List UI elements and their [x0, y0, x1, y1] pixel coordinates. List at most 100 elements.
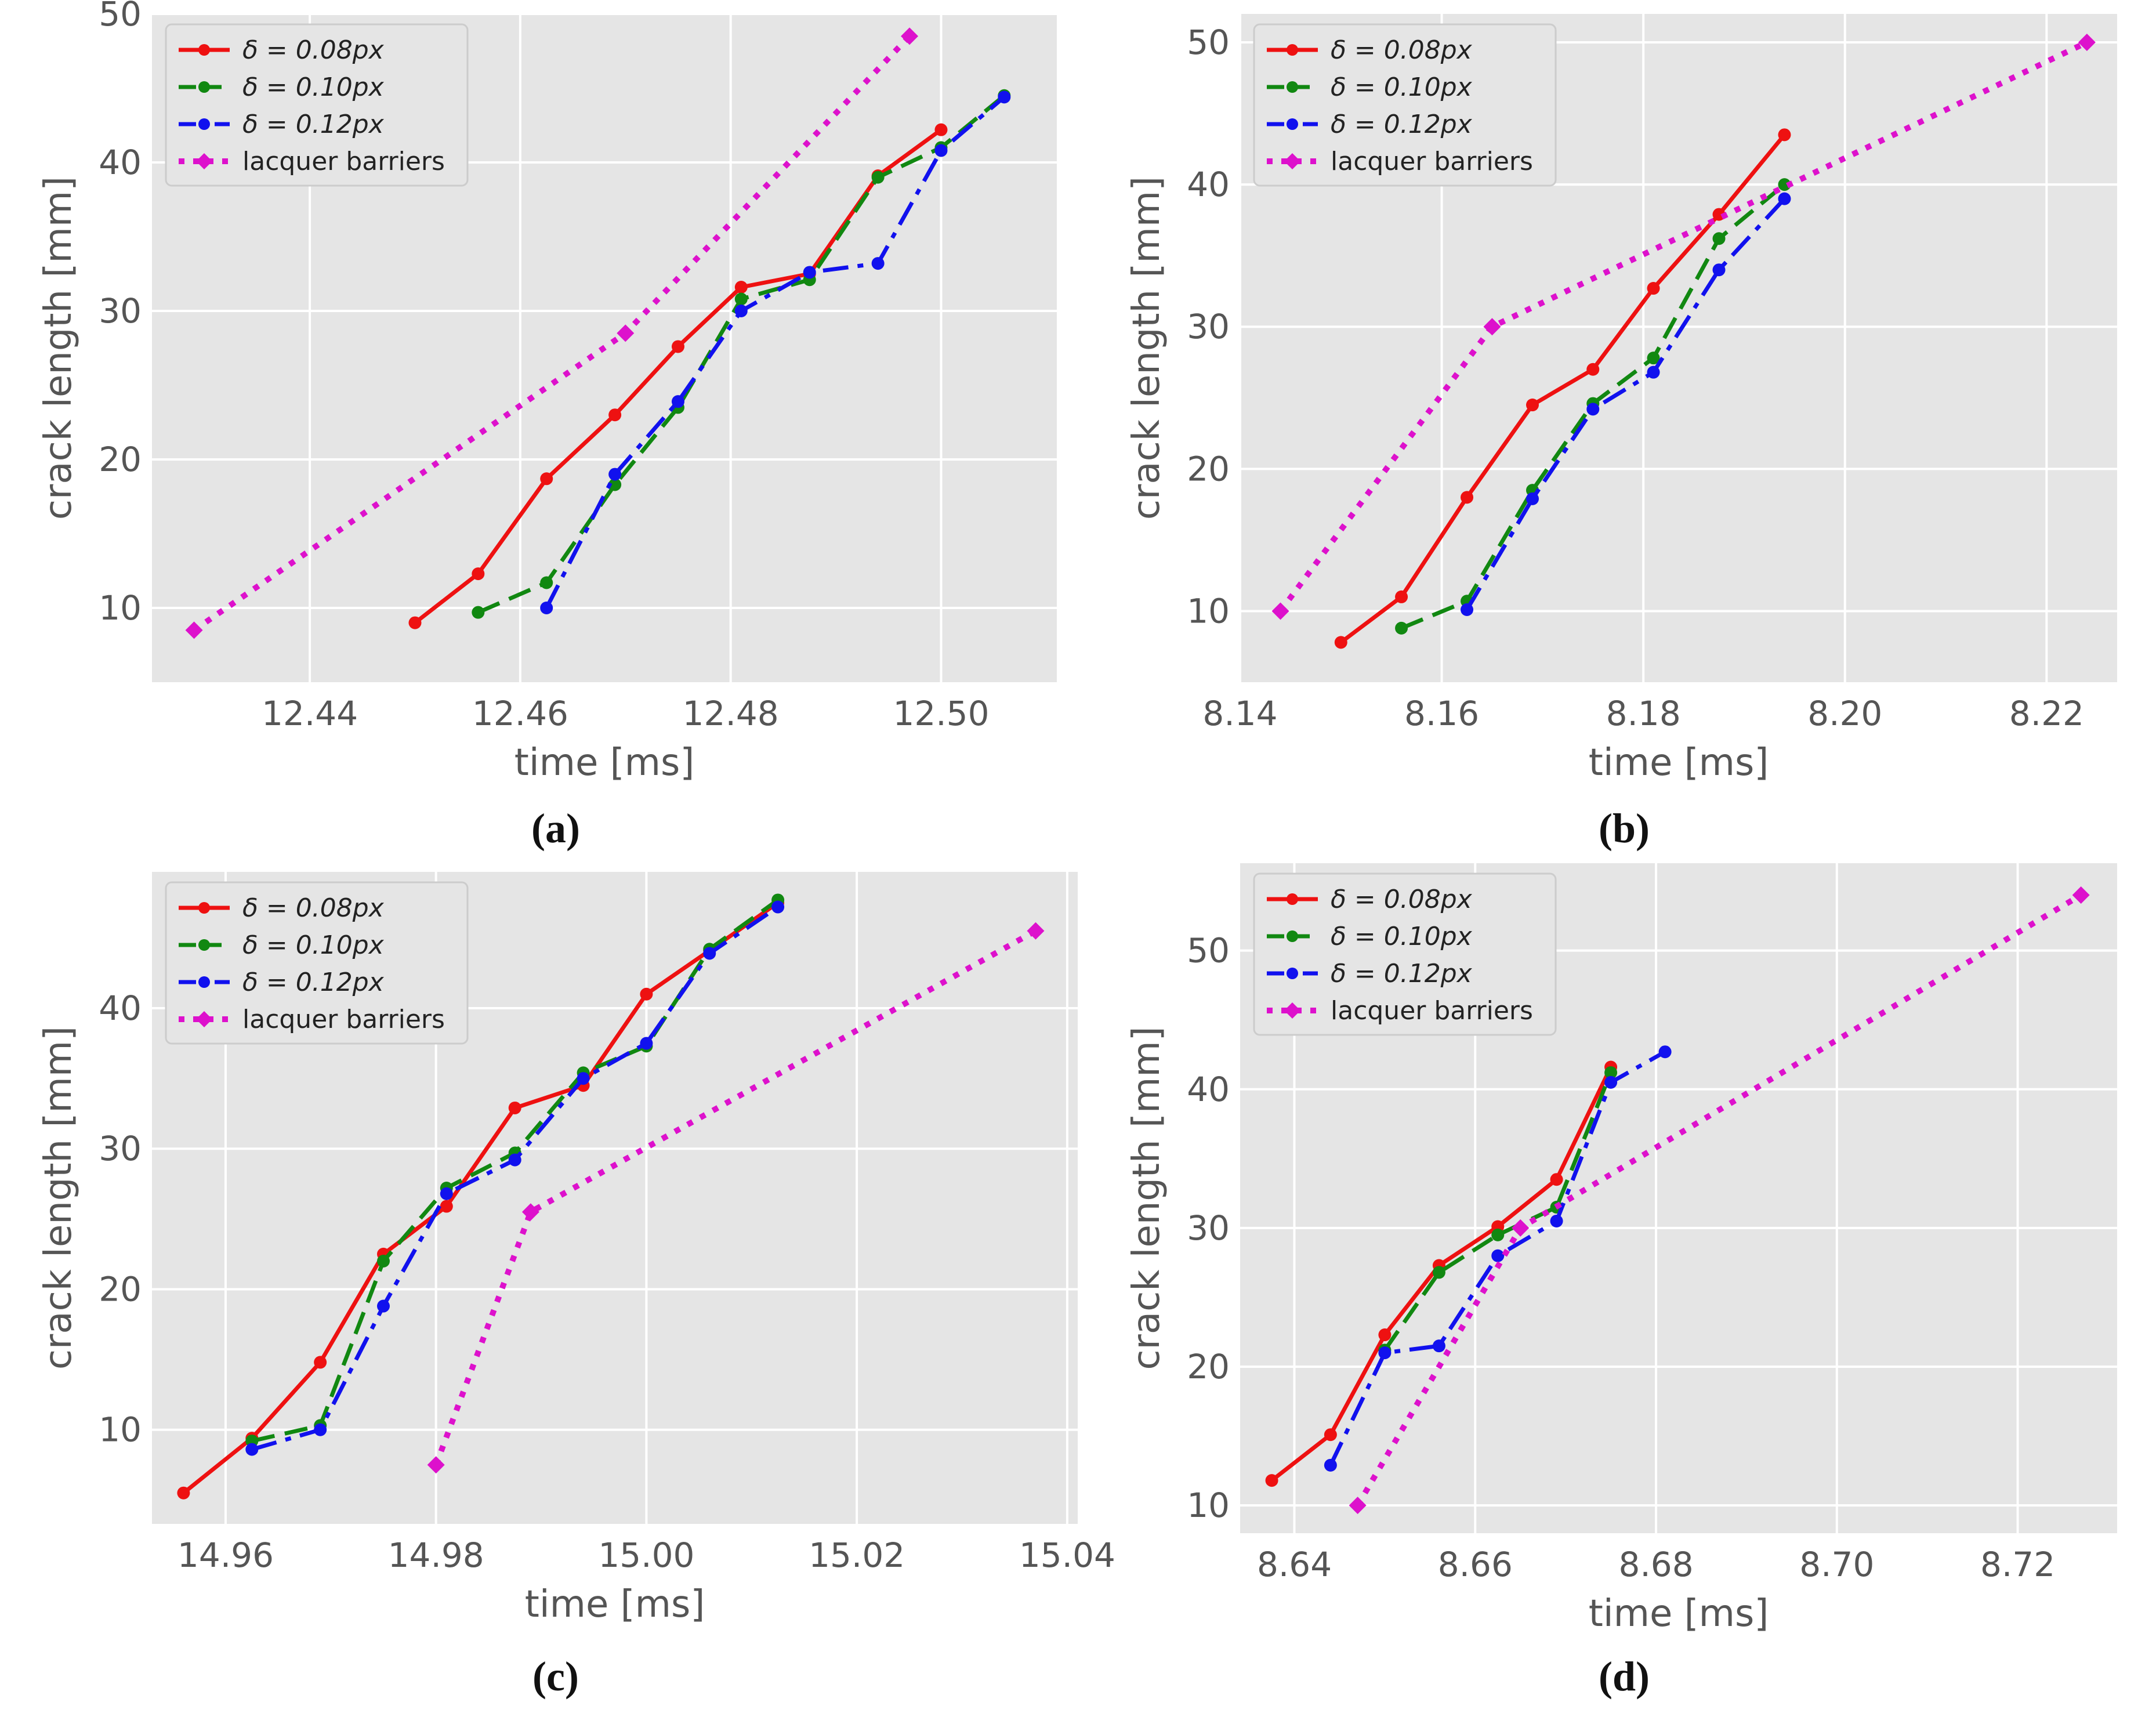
- data-point: [671, 395, 684, 408]
- panel-caption: (d): [1599, 1653, 1650, 1700]
- y-tick-label: 30: [99, 291, 142, 331]
- data-point: [1647, 365, 1660, 379]
- y-tick-label: 20: [1187, 449, 1230, 488]
- data-point: [1432, 1339, 1445, 1353]
- chart-panel-a: 12.44 12.46 12.48 12.50 10 20 30 40 50 time [ms] c…: [37, 0, 1057, 852]
- data-point: [427, 1456, 445, 1474]
- x-tick-label: 8.68: [1618, 1545, 1693, 1584]
- legend-label: δ = 0.10px: [1331, 922, 1473, 951]
- y-tick-label: 50: [1187, 931, 1230, 970]
- panel-caption: (a): [531, 805, 580, 852]
- data-point: [1027, 922, 1045, 940]
- y-tick-label: 20: [99, 440, 142, 479]
- data-point: [640, 987, 653, 1001]
- legend-swatch-marker: [198, 939, 210, 951]
- data-point: [1324, 1458, 1337, 1472]
- data-point: [177, 1486, 190, 1500]
- data-point: [1432, 1266, 1445, 1279]
- data-point: [1324, 1428, 1337, 1442]
- x-tick-label: 8.20: [1807, 694, 1882, 733]
- series-line-delta-0-08: [1339, 133, 1787, 644]
- y-tick-label: 10: [99, 1410, 142, 1450]
- legend-swatch-marker: [1284, 1002, 1300, 1019]
- data-point: [640, 1037, 653, 1050]
- series-group: [177, 893, 1045, 1500]
- legend-box: [165, 881, 469, 1045]
- data-point: [1491, 1249, 1505, 1262]
- x-tick-label: 12.46: [472, 694, 568, 733]
- legend-swatch-marker: [1287, 930, 1298, 942]
- legend-label: δ = 0.12px: [1331, 110, 1473, 139]
- x-tick-label: 12.48: [683, 694, 779, 733]
- legend-swatch-marker: [198, 44, 210, 56]
- legend-label: δ = 0.08px: [1331, 35, 1473, 65]
- data-point: [771, 900, 785, 914]
- y-tick-label: 10: [1187, 591, 1230, 631]
- legend-swatch-marker: [196, 153, 212, 169]
- data-point: [1512, 1219, 1530, 1237]
- legend-swatch-marker: [1287, 81, 1298, 93]
- data-point: [871, 171, 885, 184]
- legend: δ = 0.08px δ = 0.10px δ = 0.12px lacquer ba…: [1253, 23, 1557, 187]
- data-point: [1550, 1173, 1563, 1186]
- series-group: [185, 27, 1011, 639]
- data-point: [408, 616, 422, 629]
- x-tick-label: 8.72: [1980, 1545, 2055, 1584]
- y-tick-label: 10: [99, 588, 142, 628]
- x-tick-label: 8.14: [1202, 694, 1277, 733]
- data-point: [734, 292, 748, 306]
- legend-label: δ = 0.10px: [1331, 73, 1473, 102]
- x-axis-label: time [ms]: [514, 741, 695, 784]
- legend: δ = 0.08px δ = 0.10px δ = 0.12px lacquer ba…: [165, 881, 469, 1045]
- data-point: [734, 305, 748, 317]
- y-axis-label: crack length [mm]: [1125, 176, 1168, 520]
- data-point: [1349, 1497, 1367, 1515]
- data-point: [1550, 1214, 1563, 1227]
- legend-label: lacquer barriers: [242, 1005, 445, 1034]
- legend-label: δ = 0.10px: [242, 930, 385, 960]
- legend-label: δ = 0.12px: [242, 110, 385, 139]
- legend-label: δ = 0.08px: [242, 893, 385, 923]
- legend-swatch-marker: [1287, 968, 1298, 979]
- x-tick-label: 15.04: [1019, 1535, 1115, 1575]
- legend-label: δ = 0.12px: [242, 968, 385, 997]
- data-point: [1395, 621, 1408, 635]
- x-tick-label: 8.22: [2009, 694, 2084, 733]
- series-group: [1271, 34, 2096, 649]
- series-group: [1265, 886, 2090, 1515]
- data-point: [617, 324, 635, 342]
- data-point: [1712, 232, 1726, 245]
- data-point: [608, 408, 622, 422]
- chart-panel-c: 14.96 14.98 15.00 15.02 15.04 10 20 30 40 time [m…: [37, 872, 1115, 1700]
- legend-label: δ = 0.08px: [242, 35, 385, 65]
- legend-swatch-marker: [1284, 153, 1300, 169]
- data-point: [1526, 492, 1539, 505]
- data-point: [608, 468, 622, 481]
- x-axis-label: time [ms]: [525, 1583, 705, 1626]
- y-tick-label: 30: [1187, 1208, 1230, 1248]
- series-line-lacquer-barriers: [433, 928, 1037, 1466]
- data-point: [1461, 491, 1474, 504]
- data-point: [540, 602, 553, 614]
- legend-label: lacquer barriers: [242, 147, 445, 176]
- y-tick-label: 20: [99, 1269, 142, 1309]
- data-point: [440, 1187, 453, 1200]
- data-point: [1461, 603, 1474, 616]
- chart-panel-b: 8.14 8.16 8.18 8.20 8.22 10 20 30 40 50 time [ms] c…: [1125, 14, 2117, 852]
- legend-swatch-marker: [1287, 118, 1298, 130]
- x-tick-label: 15.00: [598, 1535, 694, 1575]
- x-tick-label: 8.66: [1438, 1545, 1513, 1584]
- data-point: [1491, 1228, 1505, 1241]
- data-point: [1647, 352, 1660, 365]
- series-line-lacquer-barriers: [1278, 39, 2089, 613]
- data-point: [1778, 192, 1791, 205]
- y-tick-label: 30: [99, 1129, 142, 1168]
- data-point: [521, 1203, 539, 1221]
- data-point: [2078, 34, 2096, 52]
- legend: δ = 0.08px δ = 0.10px δ = 0.12px lacquer ba…: [1253, 872, 1557, 1036]
- data-point: [540, 576, 553, 589]
- data-point: [508, 1101, 521, 1114]
- data-point: [934, 144, 948, 157]
- series-line-delta-0-08: [182, 901, 780, 1495]
